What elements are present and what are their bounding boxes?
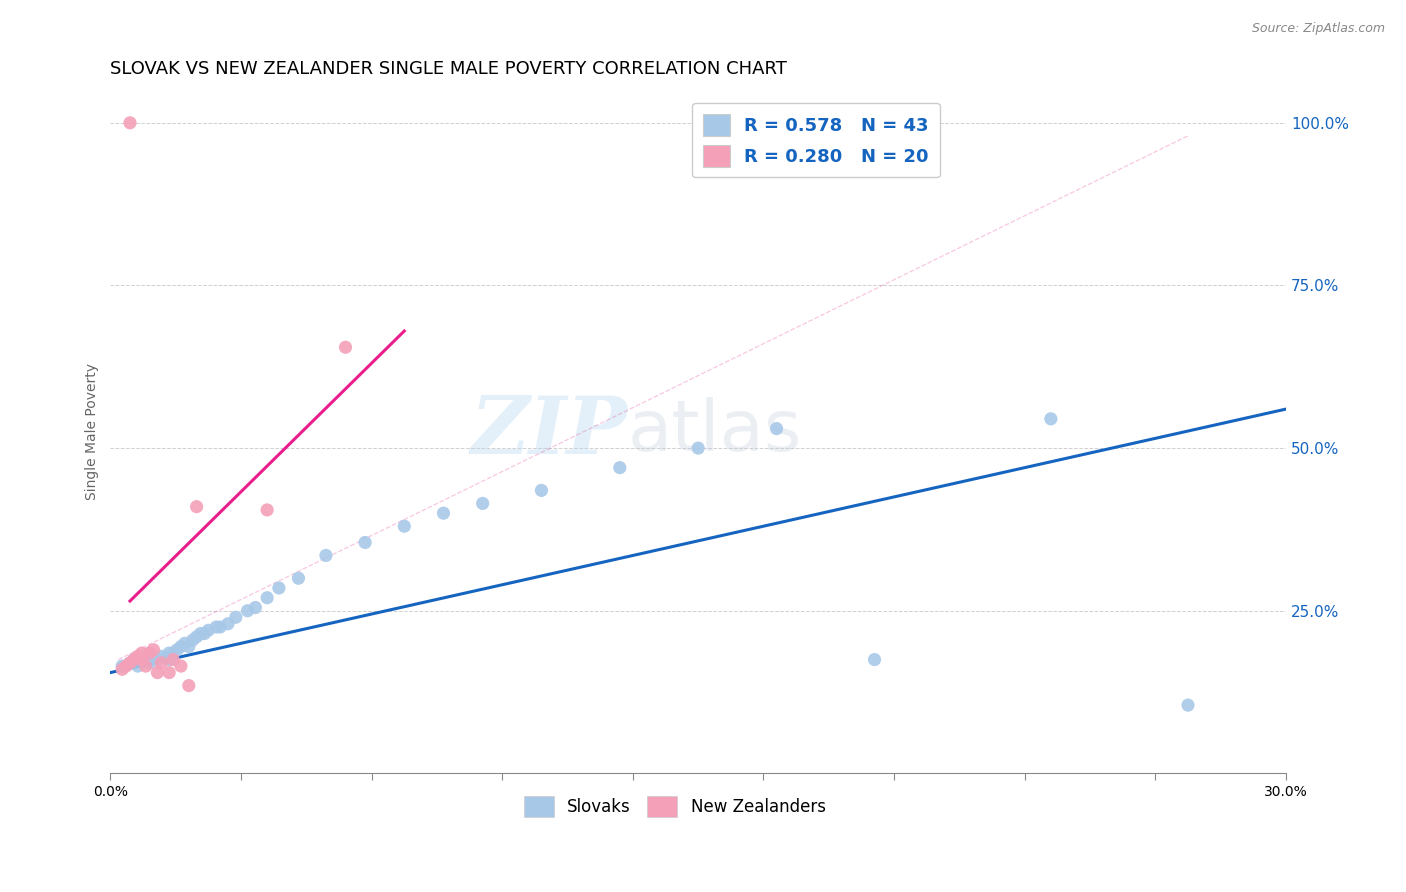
Point: [609, 460, 631, 475]
Point: [205, 620, 228, 634]
Text: Source: ZipAtlas.com: Source: ZipAtlas.com: [1251, 22, 1385, 36]
Point: [181, 633, 204, 648]
Point: [287, 571, 309, 585]
Point: [157, 646, 180, 660]
Point: [217, 616, 239, 631]
Point: [209, 620, 232, 634]
Y-axis label: Single Male Poverty: Single Male Poverty: [86, 363, 100, 500]
Point: [162, 646, 184, 660]
Point: [315, 549, 337, 563]
Point: [177, 640, 200, 654]
Point: [138, 656, 160, 670]
Point: [131, 652, 153, 666]
Point: [150, 649, 173, 664]
Point: [131, 646, 153, 660]
Text: ZIP: ZIP: [471, 393, 627, 471]
Point: [157, 665, 180, 680]
Point: [142, 642, 165, 657]
Point: [138, 646, 160, 660]
Point: [471, 496, 494, 510]
Point: [118, 116, 141, 130]
Point: [335, 340, 357, 354]
Point: [256, 591, 278, 605]
Point: [127, 649, 149, 664]
Point: [111, 662, 134, 676]
Point: [166, 642, 188, 657]
Point: [146, 652, 169, 666]
Point: [394, 519, 416, 533]
Point: [170, 640, 193, 654]
Point: [256, 503, 278, 517]
Point: [118, 656, 141, 670]
Point: [354, 535, 377, 549]
Text: SLOVAK VS NEW ZEALANDER SINGLE MALE POVERTY CORRELATION CHART: SLOVAK VS NEW ZEALANDER SINGLE MALE POVE…: [111, 60, 787, 78]
Point: [1177, 698, 1199, 712]
Point: [688, 441, 710, 455]
Point: [190, 626, 212, 640]
Point: [267, 581, 290, 595]
Point: [135, 659, 157, 673]
Legend: Slovaks, New Zealanders: Slovaks, New Zealanders: [517, 789, 832, 823]
Point: [162, 652, 184, 666]
Point: [131, 652, 153, 666]
Point: [765, 421, 787, 435]
Point: [127, 659, 149, 673]
Text: atlas: atlas: [627, 397, 801, 467]
Point: [122, 652, 145, 666]
Point: [170, 659, 193, 673]
Point: [1039, 412, 1062, 426]
Point: [186, 500, 208, 514]
Point: [135, 649, 157, 664]
Point: [197, 624, 219, 638]
Point: [115, 659, 138, 673]
Point: [225, 610, 247, 624]
Point: [138, 646, 160, 660]
Point: [157, 652, 180, 666]
Point: [150, 656, 173, 670]
Point: [173, 636, 195, 650]
Point: [245, 600, 267, 615]
Point: [432, 506, 454, 520]
Point: [146, 665, 169, 680]
Point: [530, 483, 553, 498]
Point: [193, 626, 215, 640]
Point: [236, 604, 259, 618]
Point: [111, 659, 134, 673]
Point: [186, 630, 208, 644]
Point: [177, 679, 200, 693]
Point: [118, 656, 141, 670]
Point: [122, 652, 145, 666]
Point: [863, 652, 886, 666]
